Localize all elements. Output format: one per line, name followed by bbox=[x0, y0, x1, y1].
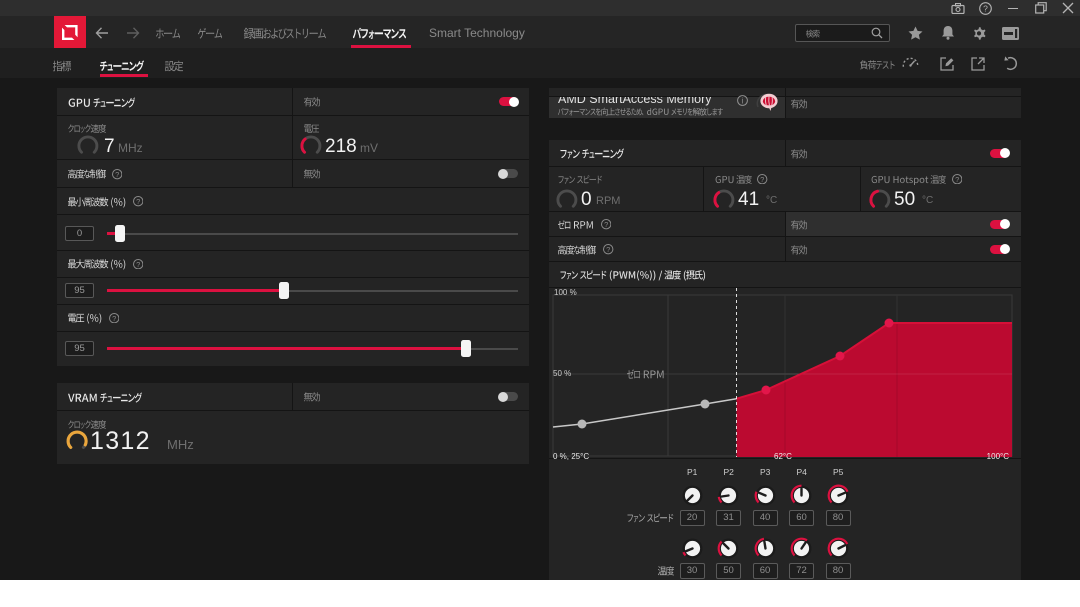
svg-text:?: ? bbox=[136, 260, 140, 269]
svg-text:?: ? bbox=[136, 197, 140, 206]
svg-text:?: ? bbox=[955, 175, 959, 184]
svg-text:?: ? bbox=[112, 314, 116, 323]
svg-text:?: ? bbox=[604, 220, 608, 229]
svg-text:i: i bbox=[742, 96, 744, 105]
svg-text:?: ? bbox=[115, 170, 119, 179]
svg-text:?: ? bbox=[983, 3, 988, 13]
svg-text:?: ? bbox=[606, 245, 610, 254]
svg-text:?: ? bbox=[761, 175, 765, 184]
